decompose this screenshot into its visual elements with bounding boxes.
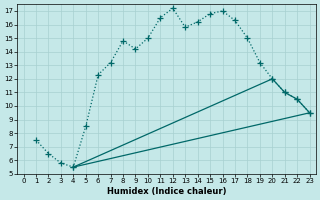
X-axis label: Humidex (Indice chaleur): Humidex (Indice chaleur) xyxy=(107,187,226,196)
